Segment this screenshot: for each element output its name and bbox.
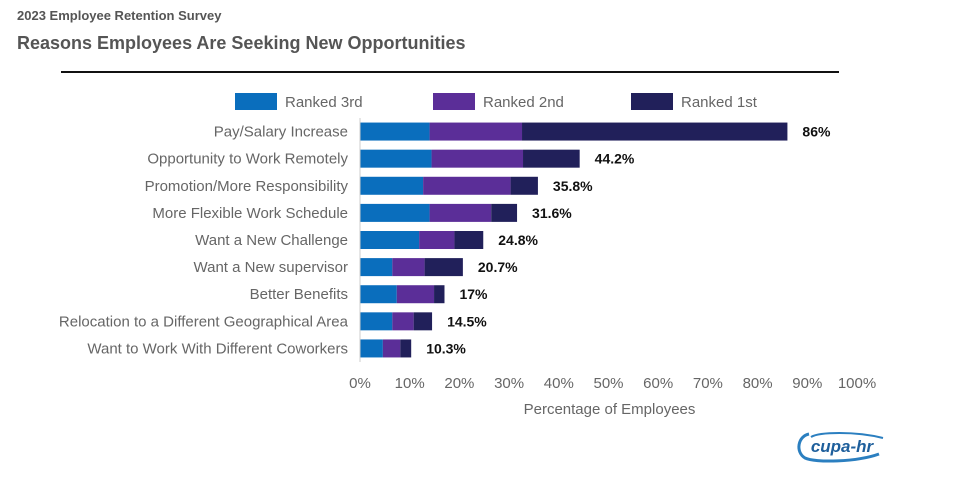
legend-swatch-3 [631, 93, 673, 110]
bar-segment-2 [429, 203, 492, 222]
bar-segment-2 [429, 122, 523, 141]
x-tick-label: 20% [444, 375, 474, 392]
x-tick-label: 60% [643, 375, 673, 392]
total-data-label: 17% [459, 286, 488, 302]
logo-text: cupa-hr [811, 437, 875, 456]
bar-segment-3 [510, 176, 538, 195]
x-tick-label: 80% [743, 375, 773, 392]
category-label: Want a New Challenge [195, 232, 348, 249]
bar-segment-1 [360, 176, 424, 195]
total-data-label: 35.8% [553, 178, 593, 194]
total-data-label: 14.5% [447, 313, 487, 329]
bar-segment-2 [419, 231, 455, 249]
category-label: Better Benefits [250, 286, 348, 303]
bar-segment-1 [360, 339, 383, 358]
category-label: Promotion/More Responsibility [145, 178, 349, 195]
legend-label-3: Ranked 1st [681, 94, 758, 111]
bar-segment-2 [396, 285, 435, 304]
bar-segment-3 [434, 285, 445, 304]
total-data-label: 31.6% [532, 205, 572, 221]
x-tick-label: 10% [395, 375, 425, 392]
bar-segment-3 [491, 203, 518, 222]
bar-segment-2 [392, 258, 425, 277]
category-label: Relocation to a Different Geographical A… [59, 313, 349, 330]
bar-segment-3 [522, 122, 788, 141]
total-data-label: 44.2% [595, 151, 635, 167]
cupa-hr-logo-icon: cupa-hr [797, 432, 884, 463]
legend-swatch-1 [235, 93, 277, 110]
category-label: Want to Work With Different Coworkers [87, 340, 348, 357]
bar-segment-3 [413, 312, 433, 331]
x-axis-title: Percentage of Employees [524, 401, 696, 418]
bar-segment-2 [382, 339, 401, 358]
bar-segment-1 [360, 203, 430, 222]
bar-segment-3 [523, 149, 580, 168]
bar-segment-3 [400, 339, 412, 358]
total-data-label: 20.7% [478, 259, 518, 275]
total-data-label: 86% [802, 124, 831, 140]
category-label: Opportunity to Work Remotely [147, 151, 348, 168]
category-label: Pay/Salary Increase [214, 124, 348, 141]
category-label: Want a New supervisor [194, 259, 349, 276]
x-tick-label: 100% [838, 375, 876, 392]
bar-segment-1 [360, 231, 420, 249]
chart-title: Reasons Employees Are Seeking New Opport… [17, 33, 466, 53]
x-tick-label: 90% [792, 375, 822, 392]
total-data-label: 24.8% [498, 232, 538, 248]
legend-swatch-2 [433, 93, 475, 110]
bar-segment-3 [454, 231, 484, 249]
bar-segment-1 [360, 312, 393, 331]
title-divider [61, 71, 839, 73]
category-label: More Flexible Work Schedule [152, 205, 348, 222]
bar-segment-2 [392, 312, 414, 331]
x-tick-label: 70% [693, 375, 723, 392]
bar-segment-1 [360, 258, 393, 277]
x-tick-label: 40% [544, 375, 574, 392]
legend-label-2: Ranked 2nd [483, 94, 564, 111]
x-tick-label: 50% [593, 375, 623, 392]
bar-segment-2 [431, 149, 524, 168]
bar-segment-2 [423, 176, 511, 195]
bar-segment-3 [424, 258, 463, 277]
bar-segment-1 [360, 122, 430, 141]
bar-segment-1 [360, 285, 397, 304]
chart-supertitle: 2023 Employee Retention Survey [17, 8, 222, 23]
legend-label-1: Ranked 3rd [285, 94, 363, 111]
x-tick-label: 0% [349, 375, 371, 392]
x-tick-label: 30% [494, 375, 524, 392]
total-data-label: 10.3% [426, 340, 466, 356]
bar-segment-1 [360, 149, 432, 168]
